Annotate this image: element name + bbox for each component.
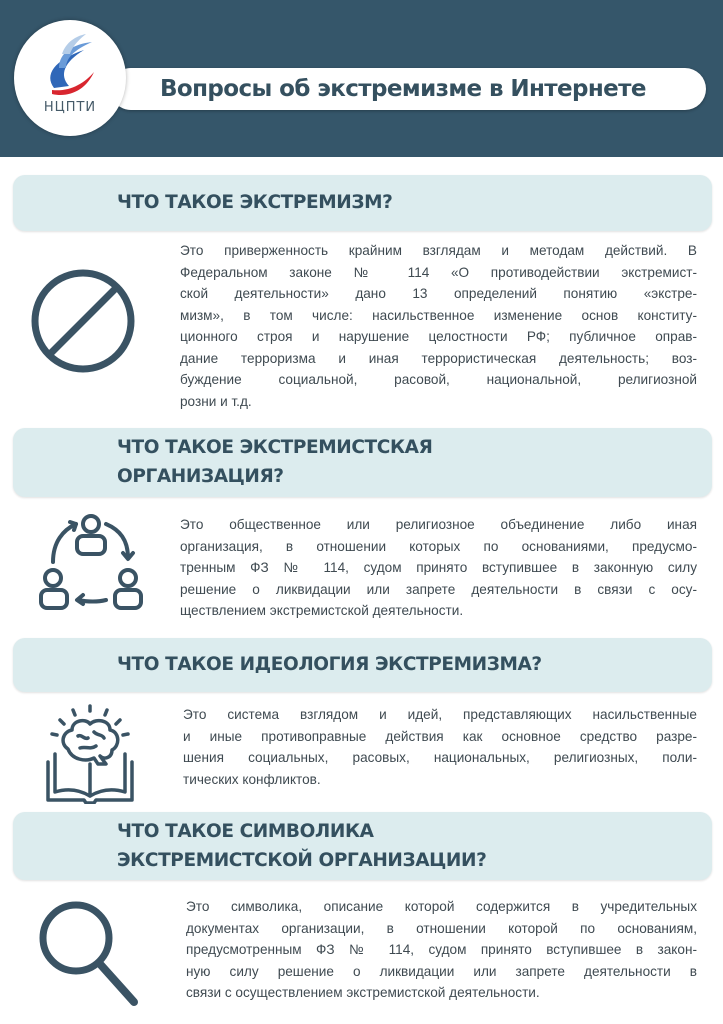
section-text: Это общественное или религиозное объедин…: [180, 514, 697, 622]
logo-emblem-icon: [50, 34, 94, 96]
text-line: предусмотренным ФЗ № 114, судом принято …: [186, 942, 697, 957]
text-line: Это символика, описание которой содержит…: [186, 899, 697, 914]
brain-book-icon: [46, 704, 134, 804]
text-line: документах организации, в отношении кото…: [186, 920, 697, 936]
header-banner: НЦПТИ Вопросы об экстремизме в Интернете: [0, 0, 723, 157]
section-text: Это символика, описание которой содержит…: [186, 896, 697, 1004]
text-line: дание терроризма и иная террористическая…: [180, 350, 697, 366]
section-header-ideology: ЧТО ТАКОЕ ИДЕОЛОГИЯ ЭКСТРЕМИЗМА?: [13, 638, 712, 692]
section-text: Это система взглядом и идей, представляю…: [183, 704, 697, 790]
text-line: и иные противоправные действия как основ…: [183, 728, 697, 744]
text-line: розни и т.д.: [180, 393, 252, 409]
people-cycle-icon: [39, 514, 143, 610]
text-line: шения социальных, расовых, национальных,…: [183, 750, 697, 765]
text-line: ществлением экстремистской деятельности.: [180, 603, 464, 618]
heading-line: ОРГАНИЗАЦИЯ?: [117, 466, 284, 487]
heading-line: ЧТО ТАКОЕ ЭКСТРЕМИСТСКАЯ: [117, 437, 433, 458]
logo: НЦПТИ: [14, 20, 126, 136]
section-heading: ЧТО ТАКОЕ ИДЕОЛОГИЯ ЭКСТРЕМИЗМА?: [117, 654, 542, 675]
section-heading: ЧТО ТАКОЕ ЭКСТРЕМИЗМ?: [117, 192, 393, 213]
text-line: Федеральном законе № 114 «О противодейст…: [180, 264, 697, 280]
text-line: тренным ФЗ № 114, судом принято вступивш…: [180, 560, 697, 575]
section-header-organization: ЧТО ТАКОЕ ЭКСТРЕМИСТСКАЯ ОРГАНИЗАЦИЯ?: [13, 428, 712, 497]
section-header-extremism: ЧТО ТАКОЕ ЭКСТРЕМИЗМ?: [13, 175, 712, 231]
text-line: ную силу решение о ликвидации или запрет…: [186, 963, 697, 979]
magnifier-icon: [39, 901, 138, 1006]
text-line: Это общественное или религиозное объедин…: [180, 517, 697, 532]
section-heading: ЧТО ТАКОЕ СИМВОЛИКА ЭКСТРЕМИСТСКОЙ ОРГАН…: [117, 817, 487, 875]
logo-text: НЦПТИ: [43, 100, 97, 115]
heading-line: ЭКСТРЕМИСТСКОЙ ОРГАНИЗАЦИИ?: [117, 850, 487, 871]
text-line: ционного строя и нарушение целостности Р…: [180, 329, 697, 344]
text-line: связи с осуществлением экстремистской де…: [186, 985, 540, 1000]
text-line: решение о ликвидации или запрете деятель…: [180, 581, 697, 597]
text-line: тических конфликтов.: [183, 771, 321, 787]
text-line: буждение социальной, расовой, национальн…: [180, 372, 697, 387]
prohibition-icon: [31, 269, 135, 373]
section-text: Это приверженность крайним взглядам и ме…: [180, 240, 697, 412]
text-line: мизм», в том числе: насильственное измен…: [180, 307, 697, 323]
section-header-symbols: ЧТО ТАКОЕ СИМВОЛИКА ЭКСТРЕМИСТСКОЙ ОРГАН…: [13, 812, 712, 880]
text-line: Это приверженность крайним взглядам и ме…: [180, 243, 697, 258]
title-pill: Вопросы об экстремизме в Интернете: [110, 68, 706, 110]
text-line: Это система взглядом и идей, представляю…: [183, 707, 697, 722]
section-heading: ЧТО ТАКОЕ ЭКСТРЕМИСТСКАЯ ОРГАНИЗАЦИЯ?: [117, 433, 433, 491]
text-line: ской деятельности» дано 13 определений п…: [180, 286, 697, 301]
heading-line: ЧТО ТАКОЕ СИМВОЛИКА: [117, 821, 374, 842]
page-title: Вопросы об экстремизме в Интернете: [160, 76, 646, 102]
text-line: организация, в отношении которых по осно…: [180, 538, 697, 554]
